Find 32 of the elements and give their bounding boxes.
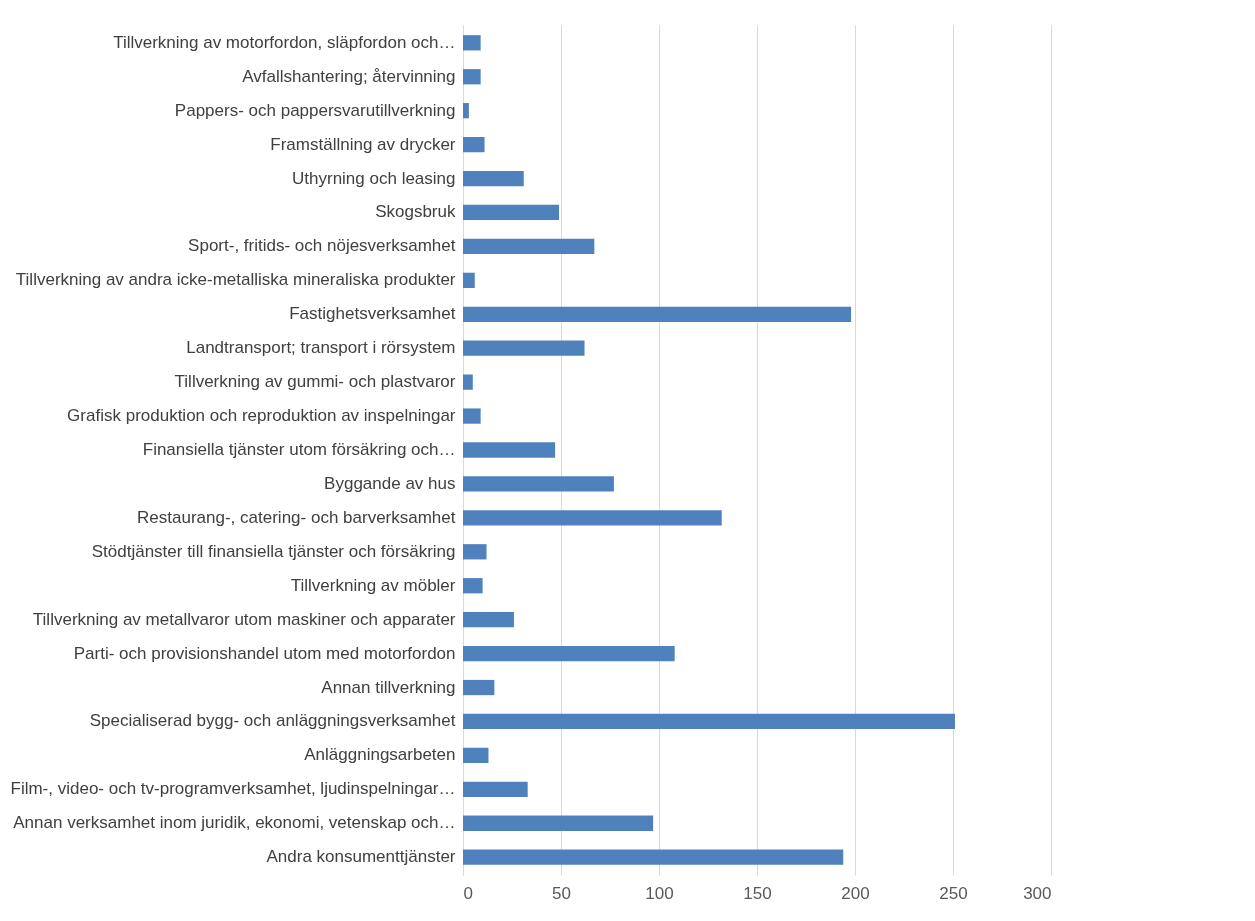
y-tick-label: Annan verksamhet inom juridik, ekonomi, vetenskap och… (13, 813, 456, 833)
y-tick-label: Tillverkning av möbler (290, 575, 456, 595)
y-tick-label: Tillverkning av gummi- och plastvaror (174, 372, 456, 392)
x-tick-label: 0 (463, 883, 473, 903)
y-tick-label: Stödtjänster till finansiella tjänster och försäkring (91, 541, 456, 561)
y-tick-label: Avfallshantering; återvinning (242, 66, 456, 86)
x-tick-label: 300 (1023, 883, 1052, 903)
x-tick-label: 50 (552, 883, 571, 903)
y-tick-label: Tillverkning av motorfordon, släpfordon och… (113, 32, 456, 52)
y-tick-label: Parti- och provisionshandel utom med motorfordon (73, 643, 456, 663)
x-tick-label: 100 (645, 883, 674, 903)
y-tick-label: Byggande av hus (324, 473, 456, 493)
x-tick-label: 150 (743, 883, 772, 903)
y-tick-label: Grafisk produktion och reproduktion av inspelningar (67, 406, 456, 426)
y-tick-label: Fastighetsverksamhet (289, 304, 456, 324)
y-tick-label: Specialiserad bygg- och anläggningsverksamhet (89, 711, 456, 731)
y-tick-label: Sport-, fritids- och nöjesverksamhet (188, 236, 456, 256)
x-tick-label: 250 (939, 883, 968, 903)
y-tick-label: Film-, video- och tv-programverksamhet, ljudinspelningar… (10, 779, 456, 799)
y-tick-label: Landtransport; transport i rörsystem (186, 338, 456, 358)
y-tick-label: Uthyrning och leasing (292, 168, 456, 188)
y-tick-label: Restaurang-, catering- och barverksamhet (137, 507, 456, 527)
y-tick-label: Anläggningsarbeten (304, 745, 456, 765)
y-tick-label: Tillverkning av metallvaror utom maskiner och apparater (32, 609, 456, 629)
y-tick-label: Annan tillverkning (321, 677, 456, 697)
y-tick-label: Tillverkning av andra icke-metalliska mineraliska produkter (15, 270, 456, 290)
y-tick-label: Framställning av drycker (270, 134, 456, 154)
y-tick-label: Finansiella tjänster utom försäkring och… (142, 440, 456, 459)
x-tick-label: 200 (841, 883, 870, 903)
y-tick-label: Andra konsumenttjänster (266, 847, 456, 867)
y-tick-label: Pappers- och pappersvarutillverkning (174, 100, 456, 120)
y-tick-label: Skogsbruk (375, 202, 456, 222)
